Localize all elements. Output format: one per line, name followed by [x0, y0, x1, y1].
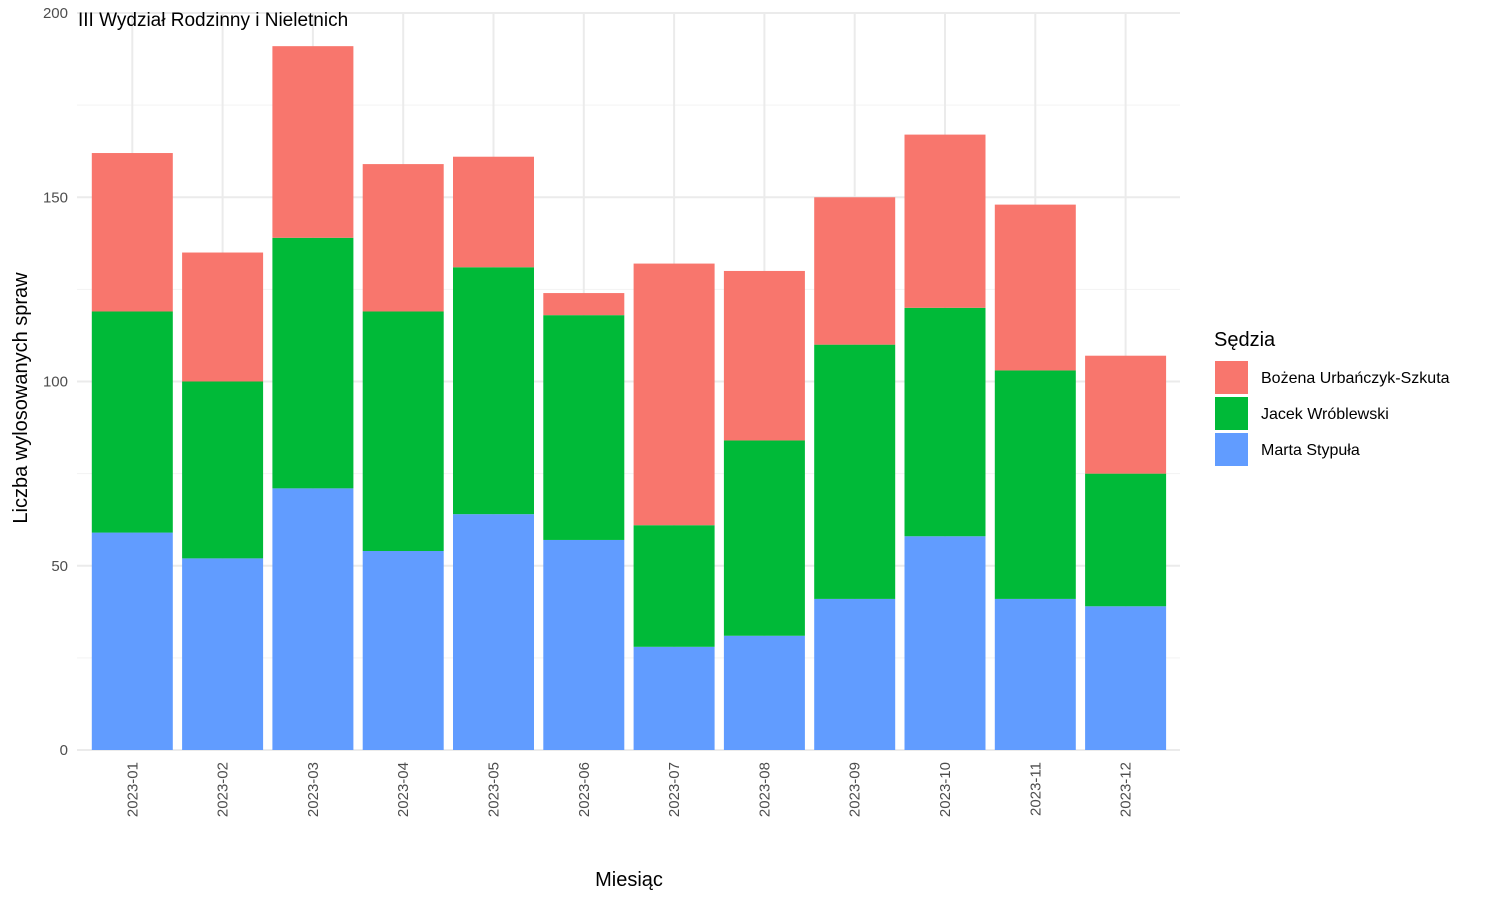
- bar-segment: [814, 598, 896, 750]
- bar-segment: [1085, 606, 1167, 750]
- legend: Sędzia Bożena Urbańczyk-Szkuta Jacek Wrób…: [1214, 329, 1450, 466]
- x-tick-label: 2023-02: [215, 762, 232, 817]
- bar-segment: [633, 525, 715, 647]
- bar-segment: [723, 635, 805, 750]
- bar-segment: [1085, 473, 1167, 607]
- x-tick-label: 2023-06: [576, 762, 593, 817]
- x-tick-label: 2023-12: [1118, 762, 1135, 817]
- bar-segment: [814, 344, 896, 599]
- bar-segment: [91, 532, 173, 750]
- x-axis-title: Miesiąc: [595, 869, 663, 891]
- legend-key: [1215, 433, 1248, 466]
- legend-key: [1215, 361, 1248, 394]
- bar-segment: [182, 381, 264, 559]
- y-tick-label: 100: [43, 374, 68, 391]
- bar-segment: [814, 197, 896, 345]
- y-tick-label: 200: [43, 5, 68, 22]
- bar-segment: [633, 263, 715, 526]
- bar-segment: [91, 153, 173, 312]
- x-tick-label: 2023-08: [756, 762, 773, 817]
- bar-segment: [543, 539, 625, 750]
- bar-segment: [182, 252, 264, 382]
- legend-label: Jacek Wróblewski: [1261, 406, 1389, 423]
- x-tick-label: 2023-10: [937, 762, 954, 817]
- x-tick-label: 2023-03: [305, 762, 322, 817]
- x-tick-label: 2023-04: [395, 762, 412, 817]
- y-tick-label: 0: [60, 742, 68, 759]
- bar-segment: [994, 204, 1076, 371]
- y-axis-ticks: 0 50 100 150 200: [43, 5, 68, 759]
- chart-title: III Wydział Rodzinny i Nieletnich: [78, 10, 348, 31]
- bar-segment: [91, 311, 173, 533]
- bar-segment: [272, 488, 354, 750]
- bar-segment: [723, 440, 805, 636]
- bar-segment: [543, 293, 625, 316]
- bar-segment: [272, 46, 354, 238]
- legend-label: Bożena Urbańczyk-Szkuta: [1261, 370, 1450, 387]
- bars: [91, 46, 1167, 750]
- bar-segment: [453, 156, 534, 268]
- x-tick-label: 2023-11: [1027, 762, 1044, 816]
- bar-segment: [904, 134, 986, 308]
- legend-title: Sędzia: [1214, 329, 1276, 351]
- bar-segment: [272, 237, 354, 489]
- x-tick-label: 2023-07: [666, 762, 683, 817]
- bar-segment: [904, 307, 986, 537]
- bar-segment: [994, 370, 1076, 599]
- legend-label: Marta Stypuła: [1261, 442, 1360, 459]
- bar-segment: [453, 514, 534, 750]
- bar-segment: [994, 598, 1076, 750]
- x-axis-ticks: 2023-01 2023-02 2023-03 2023-04 2023-05 2023-…: [124, 762, 1134, 817]
- bar-segment: [362, 164, 444, 312]
- x-tick-label: 2023-05: [486, 762, 503, 817]
- bar-segment: [1085, 355, 1167, 474]
- bar-segment: [723, 270, 805, 441]
- bar-segment: [182, 558, 264, 750]
- bar-segment: [362, 311, 444, 552]
- x-tick-label: 2023-09: [847, 762, 864, 817]
- y-tick-label: 50: [51, 558, 68, 575]
- y-tick-label: 150: [43, 189, 68, 206]
- bar-segment: [543, 315, 625, 540]
- bar-segment: [453, 267, 534, 515]
- legend-key: [1215, 397, 1248, 430]
- bar-segment: [904, 536, 986, 750]
- bar-segment: [362, 551, 444, 750]
- y-axis-title: Liczba wylosowanych spraw: [10, 272, 32, 524]
- bar-segment: [633, 646, 715, 750]
- x-tick-label: 2023-01: [124, 762, 141, 817]
